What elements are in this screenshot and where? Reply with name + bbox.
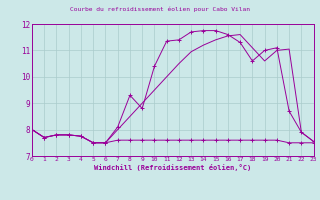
X-axis label: Windchill (Refroidissement éolien,°C): Windchill (Refroidissement éolien,°C) <box>94 164 252 171</box>
Text: Courbe du refroidissement éolien pour Cabo Vilan: Courbe du refroidissement éolien pour Ca… <box>70 6 250 11</box>
